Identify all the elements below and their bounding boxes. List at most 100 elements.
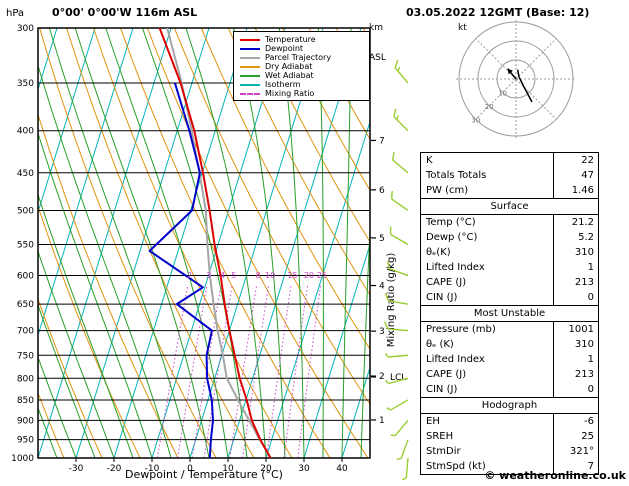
legend-label: Mixing Ratio	[265, 89, 315, 98]
legend-item: Parcel Trajectory	[234, 53, 369, 62]
altitude-axis: 1 2 3 4 5 6 7 LCL	[371, 136, 406, 426]
stat-label: CAPE (J)	[426, 369, 467, 380]
legend-line-sample	[240, 74, 260, 77]
stat-row: θₑ(K) 310	[421, 245, 598, 260]
svg-text:-10: -10	[145, 464, 160, 474]
stat-value: 310	[553, 337, 598, 352]
legend-item: Temperature	[234, 35, 369, 44]
x-axis-title: Dewpoint / Temperature (°C)	[125, 468, 283, 481]
svg-text:15: 15	[287, 271, 297, 280]
svg-text:300: 300	[17, 24, 34, 34]
svg-text:25: 25	[317, 271, 327, 280]
legend-line-sample	[240, 65, 260, 68]
legend-label: Dry Adiabat	[265, 62, 313, 71]
svg-text:30: 30	[471, 116, 480, 124]
svg-text:3: 3	[379, 327, 385, 337]
legend-item: Dewpoint	[234, 44, 369, 53]
legend-item: Dry Adiabat	[234, 62, 369, 71]
legend-line-sample	[240, 92, 260, 95]
stat-label: StmSpd (kt)	[426, 461, 486, 472]
stat-value: 7	[553, 459, 598, 474]
svg-text:650: 650	[17, 300, 34, 310]
km-unit: km	[369, 23, 383, 33]
stat-value: 1.46	[553, 183, 598, 198]
asl-unit: ASL	[369, 53, 386, 63]
svg-text:10: 10	[265, 271, 275, 280]
stat-row: Dewp (°C) 5.2	[421, 230, 598, 245]
wind-barb-column	[383, 59, 409, 481]
sounding-profiles	[148, 28, 272, 458]
skewt-diagram: 2 3 4 5 8 10 15 20 25300350400450500550600650700…	[11, 24, 409, 481]
hodograph-plot: 10 20 30 kt	[450, 16, 582, 146]
legend-line-sample	[240, 83, 260, 86]
svg-text:1: 1	[379, 416, 385, 426]
svg-text:-30: -30	[69, 464, 84, 474]
stat-row: EH -6	[421, 414, 598, 429]
stat-value: -6	[553, 414, 598, 429]
svg-text:2: 2	[187, 271, 192, 280]
stat-label: SREH	[426, 431, 454, 442]
stat-value: 310	[553, 245, 598, 260]
stat-value: 213	[553, 275, 598, 290]
svg-text:-20: -20	[107, 464, 122, 474]
temperature-axis: -30 -20 -10 0 10 20 30 40	[69, 458, 348, 474]
stat-label: CAPE (J)	[426, 277, 467, 288]
svg-text:5: 5	[231, 271, 236, 280]
stat-label: θₑ(K)	[426, 247, 451, 258]
stat-label: PW (cm)	[426, 185, 469, 196]
stats-section-header: Most Unstable	[421, 305, 598, 322]
svg-text:350: 350	[17, 79, 34, 89]
stat-value: 0	[553, 290, 598, 305]
stat-row: Lifted Index 1	[421, 260, 598, 275]
stat-row: Lifted Index 1	[421, 352, 598, 367]
stat-row: SREH 25	[421, 429, 598, 444]
svg-text:20: 20	[260, 464, 272, 474]
svg-text:10: 10	[498, 89, 507, 97]
stat-value: 22	[553, 153, 598, 168]
stat-value: 47	[553, 168, 598, 183]
stat-row: CAPE (J) 213	[421, 275, 598, 290]
svg-text:400: 400	[17, 127, 34, 137]
stat-label: Lifted Index	[426, 354, 485, 365]
svg-text:3: 3	[206, 271, 211, 280]
svg-text:550: 550	[17, 240, 34, 250]
lcl-label: LCL	[390, 373, 406, 383]
svg-text:950: 950	[17, 436, 34, 446]
stats-section-header: Surface	[421, 198, 598, 215]
legend: Temperature Dewpoint Parcel Trajectory Dry …	[233, 31, 370, 101]
copyright-credit: © weatheronline.co.uk	[484, 469, 626, 482]
stat-label: K	[426, 155, 433, 166]
stats-section-header: Hodograph	[421, 397, 598, 414]
stat-label: CIN (J)	[426, 292, 458, 303]
svg-text:10: 10	[222, 464, 234, 474]
stat-row: StmSpd (kt) 7	[421, 459, 598, 474]
svg-text:20: 20	[485, 103, 494, 111]
temperature-curve	[158, 28, 272, 458]
svg-text:0: 0	[187, 464, 193, 474]
stat-value: 213	[553, 367, 598, 382]
svg-text:30: 30	[298, 464, 310, 474]
svg-text:1000: 1000	[11, 454, 34, 464]
stat-label: Totals Totals	[426, 170, 487, 181]
stat-row: Totals Totals 47	[421, 168, 598, 183]
station-title: 0°00' 0°00'W 116m ASL	[52, 6, 198, 19]
hodograph-unit-label: kt	[458, 23, 467, 33]
stat-label: CIN (J)	[426, 384, 458, 395]
plot-frame	[37, 27, 371, 459]
svg-text:4: 4	[379, 282, 385, 292]
svg-text:2: 2	[379, 372, 385, 382]
svg-text:750: 750	[17, 351, 34, 361]
pressure-axis-labels: 300 350 400 450 500 550 600 650 700 750 800 850 900 9…	[11, 24, 34, 464]
stat-label: Dewp (°C)	[426, 232, 478, 243]
svg-text:20: 20	[304, 271, 314, 280]
svg-text:600: 600	[17, 272, 34, 282]
stat-row: Temp (°C) 21.2	[421, 215, 598, 230]
svg-text:5: 5	[379, 234, 385, 244]
svg-text:8: 8	[256, 271, 261, 280]
stat-label: θₑ (K)	[426, 339, 454, 350]
svg-text:900: 900	[17, 416, 34, 426]
stat-value: 1	[553, 260, 598, 275]
stat-label: Pressure (mb)	[426, 324, 496, 335]
stat-label: EH	[426, 416, 440, 427]
stat-value: 25	[553, 429, 598, 444]
